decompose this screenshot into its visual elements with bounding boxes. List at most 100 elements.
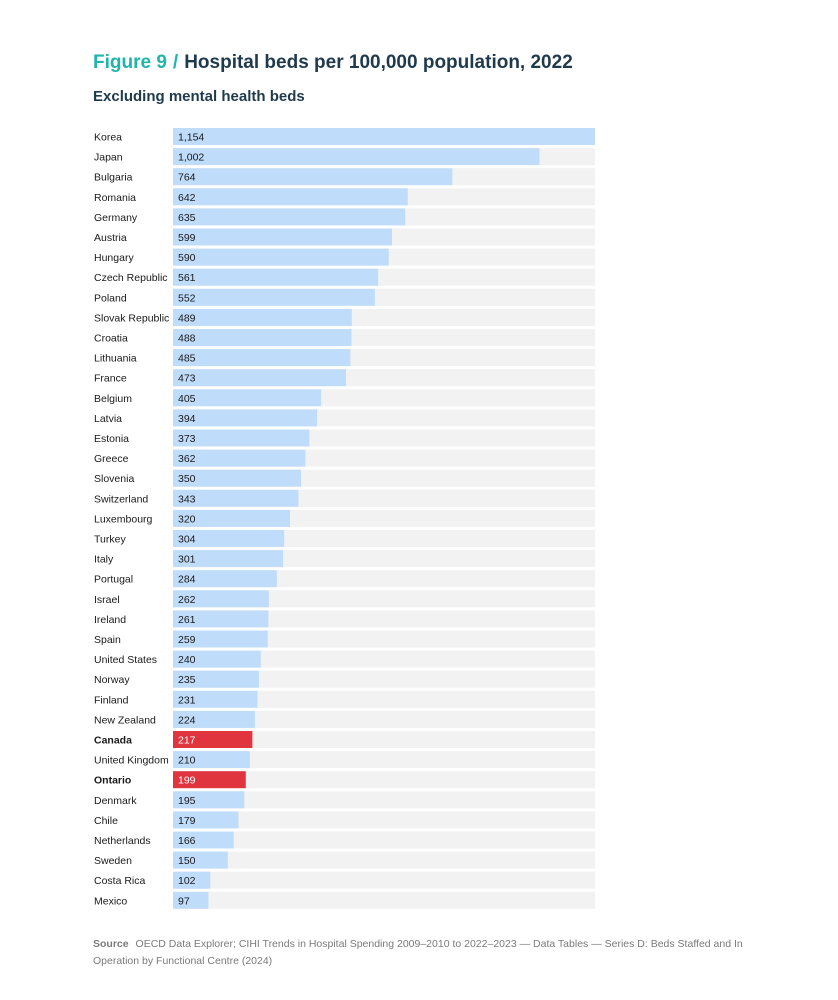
category-label: Slovak Republic — [94, 312, 169, 324]
category-label: Finland — [94, 694, 129, 706]
category-label: Slovenia — [94, 473, 134, 485]
category-label: New Zealand — [94, 714, 156, 726]
bar-chart: Korea 1,154 Japan 1,002 Bulgaria 764 Romania 64… — [94, 128, 595, 909]
bar — [173, 228, 393, 246]
bar — [173, 248, 389, 266]
bar — [173, 710, 255, 728]
title-text: Hospital beds per 100,000 population, 20… — [184, 52, 573, 73]
category-label: Czech Republic — [94, 272, 168, 284]
bar-track — [173, 690, 595, 708]
category-label: Greece — [94, 453, 129, 465]
bar-track — [173, 771, 595, 789]
value-label: 320 — [178, 513, 196, 525]
source-text: OECD Data Explorer; CIHI Trends in Hospi… — [93, 938, 743, 967]
value-label: 1,002 — [178, 152, 204, 164]
bar — [173, 268, 379, 286]
category-label: Lithuania — [94, 353, 137, 365]
value-label: 199 — [178, 775, 196, 787]
bar-track — [173, 891, 595, 909]
category-label: Latvia — [94, 413, 122, 425]
bar — [173, 610, 269, 628]
value-label: 235 — [178, 674, 196, 686]
bar — [173, 509, 291, 527]
source-note: Source OECD Data Explorer; CIHI Trends i… — [93, 936, 773, 970]
category-label: Sweden — [94, 855, 132, 867]
bar — [173, 128, 595, 145]
value-label: 97 — [178, 895, 190, 907]
value-label: 217 — [178, 735, 196, 747]
category-label: Chile — [94, 815, 118, 827]
value-label: 350 — [178, 473, 196, 485]
bar — [173, 690, 258, 708]
category-label: Romania — [94, 192, 136, 204]
bar — [173, 650, 261, 668]
bar — [173, 389, 322, 407]
bar — [173, 891, 209, 909]
category-label: Poland — [94, 292, 127, 304]
bar — [173, 550, 284, 568]
category-label: Austria — [94, 232, 127, 244]
category-label: Hungary — [94, 252, 134, 264]
bar-track — [173, 630, 595, 648]
value-label: 485 — [178, 353, 196, 365]
bar — [173, 449, 306, 467]
bar-track — [173, 831, 595, 849]
value-label: 642 — [178, 192, 196, 204]
value-label: 179 — [178, 815, 196, 827]
category-label: Korea — [94, 132, 122, 144]
value-label: 240 — [178, 654, 196, 666]
value-label: 599 — [178, 232, 196, 244]
category-label: Turkey — [94, 534, 126, 546]
bar — [173, 349, 351, 367]
category-label: Switzerland — [94, 493, 148, 505]
category-label: Costa Rica — [94, 875, 146, 887]
bar-track — [173, 610, 595, 628]
category-label: Japan — [94, 152, 123, 164]
bar — [173, 188, 408, 206]
figure-label: Figure 9 — [93, 52, 167, 73]
bar — [173, 530, 285, 547]
chart-subtitle: Excluding mental health beds — [93, 88, 305, 105]
bar — [173, 670, 259, 688]
value-label: 552 — [178, 292, 196, 304]
value-label: 301 — [178, 554, 196, 566]
bar — [173, 168, 453, 186]
bar-track — [173, 731, 595, 748]
source-label: Source — [93, 938, 129, 950]
bar-track — [173, 710, 595, 728]
bar — [173, 791, 245, 809]
value-label: 259 — [178, 634, 196, 646]
bar — [173, 811, 239, 829]
value-label: 764 — [178, 172, 196, 184]
bar-track — [173, 751, 595, 769]
value-label: 210 — [178, 755, 196, 767]
bar — [173, 469, 301, 487]
category-label: Luxembourg — [94, 513, 153, 525]
value-label: 166 — [178, 835, 196, 847]
value-label: 590 — [178, 252, 196, 264]
category-label: United States — [94, 654, 157, 666]
value-label: 1,154 — [178, 132, 204, 144]
bar-track — [173, 590, 595, 608]
bar-track — [173, 851, 595, 869]
value-label: 262 — [178, 594, 196, 606]
bar-track — [173, 871, 595, 889]
value-label: 635 — [178, 212, 196, 224]
category-label: Mexico — [94, 895, 127, 907]
value-label: 489 — [178, 312, 196, 324]
category-label: Ontario — [94, 775, 131, 787]
value-label: 102 — [178, 875, 196, 887]
bar — [173, 148, 540, 166]
category-label: Ireland — [94, 614, 126, 626]
bar — [173, 851, 228, 869]
category-label: Israel — [94, 594, 120, 606]
bar — [173, 369, 346, 387]
bar — [173, 489, 299, 507]
value-label: 195 — [178, 795, 196, 807]
category-label: Norway — [94, 674, 130, 686]
bar-track — [173, 570, 595, 588]
title-separator: / — [172, 52, 179, 73]
category-label: Canada — [94, 735, 132, 747]
bar — [173, 308, 352, 326]
value-label: 304 — [178, 534, 196, 546]
